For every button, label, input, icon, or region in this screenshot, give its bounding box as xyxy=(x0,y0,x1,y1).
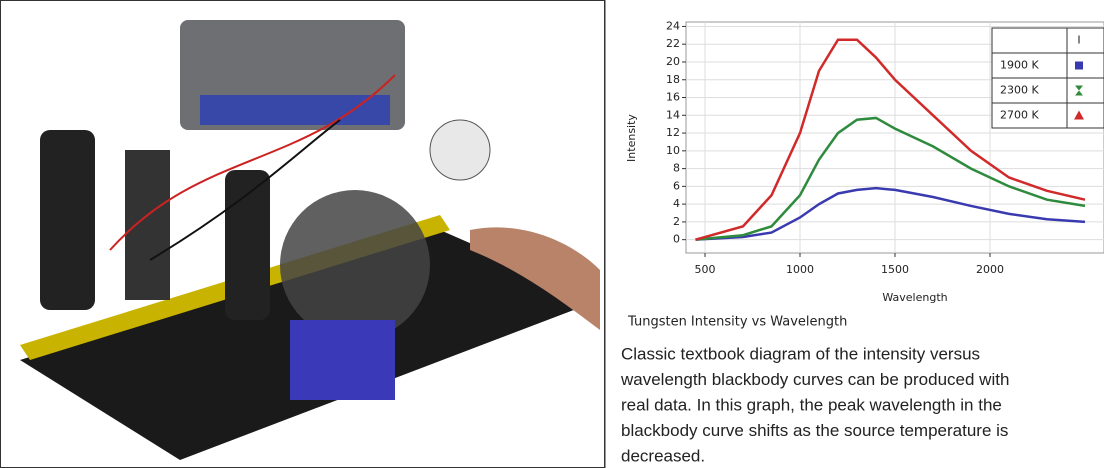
y-axis-label: Intensity xyxy=(625,114,638,162)
y-tick-label: 2 xyxy=(673,215,680,228)
legend-marker xyxy=(1075,61,1083,70)
legend-marker xyxy=(1074,110,1084,120)
y-tick-label: 12 xyxy=(666,126,680,139)
y-tick-label: 22 xyxy=(666,37,680,50)
caption-line: real data. In this graph, the peak wavel… xyxy=(621,395,1002,414)
x-axis-label: Wavelength xyxy=(882,291,947,304)
legend: I 1900 K 2300 K 2700 K xyxy=(991,27,1104,129)
x-tick-label: 2000 xyxy=(976,263,1004,276)
lens-holder xyxy=(225,170,270,320)
y-tick-label: 16 xyxy=(666,91,680,104)
cable xyxy=(149,119,341,261)
legend-marker xyxy=(1075,85,1083,96)
y-tick-label: 14 xyxy=(666,108,680,121)
interface-panel xyxy=(200,95,390,125)
series-line xyxy=(695,116,1086,241)
caption: Classic textbook diagram of the intensit… xyxy=(620,344,1009,465)
legend-label: 2300 K xyxy=(1000,84,1039,97)
series-line xyxy=(695,186,1086,241)
x-tick-label: 1000 xyxy=(786,263,814,276)
y-tick-label: 18 xyxy=(666,73,680,86)
caption-line: decreased. xyxy=(621,446,705,465)
y-tick-label: 0 xyxy=(673,233,680,246)
y-tick-label: 4 xyxy=(673,197,680,210)
spectrometer-disc xyxy=(280,190,430,340)
caption-line: Classic textbook diagram of the intensit… xyxy=(621,344,980,363)
y-tick-label: 24 xyxy=(666,19,680,32)
y-tick-label: 10 xyxy=(666,144,680,157)
y-tick-label: 20 xyxy=(666,55,680,68)
light-holder xyxy=(40,130,95,310)
cable xyxy=(109,74,396,251)
x-tick-label: 1500 xyxy=(881,263,909,276)
photo xyxy=(0,0,605,468)
chart-title: Tungsten Intensity vs Wavelength xyxy=(627,315,847,330)
legend-label: 2700 K xyxy=(1000,109,1039,122)
caption-line: wavelength blackbody curves can be produ… xyxy=(620,370,1009,389)
caption-line: blackbody curve shifts as the source tem… xyxy=(621,421,1008,440)
y-tick-label: 6 xyxy=(673,179,680,192)
legend-label: 1900 K xyxy=(1000,59,1039,72)
hand xyxy=(470,227,600,330)
y-tick-label: 8 xyxy=(673,162,680,175)
x-tick-label: 500 xyxy=(695,263,716,276)
sensor-box xyxy=(290,320,395,400)
legend-header: I xyxy=(1077,34,1080,47)
aperture-disc xyxy=(429,119,491,181)
slit-holder xyxy=(125,150,170,300)
series-line xyxy=(695,38,1086,241)
